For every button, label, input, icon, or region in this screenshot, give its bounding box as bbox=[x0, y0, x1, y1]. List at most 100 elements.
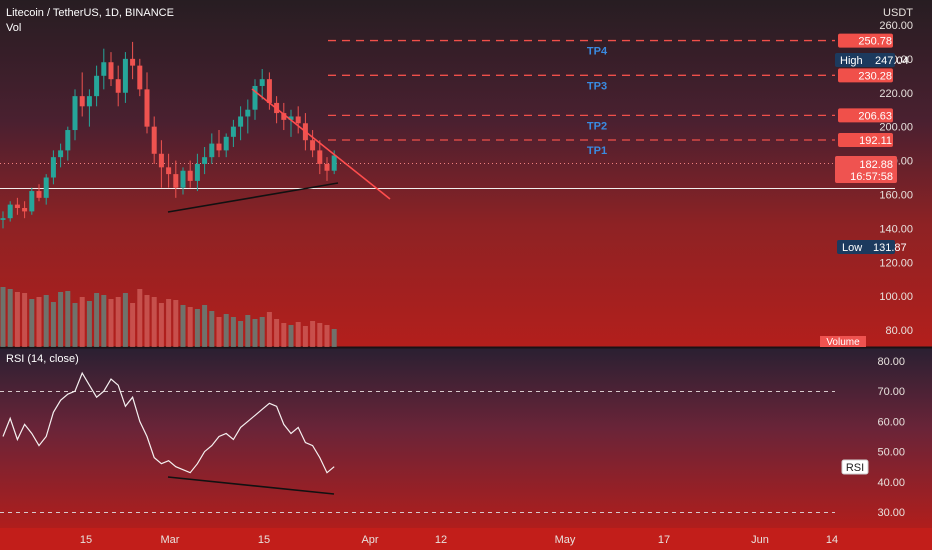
rsi-badge-text: RSI bbox=[846, 462, 864, 474]
time-tick-label: 14 bbox=[826, 534, 838, 546]
candle bbox=[43, 174, 49, 205]
volume-bar bbox=[101, 295, 107, 347]
rsi-badge-box bbox=[841, 459, 869, 475]
volume-bar bbox=[317, 323, 323, 347]
candle-body bbox=[122, 58, 128, 93]
price-tick-label: 80.00 bbox=[885, 325, 913, 337]
price-tick-label: 140.00 bbox=[879, 223, 913, 235]
candle-body bbox=[216, 143, 222, 151]
price-axis: 260.00240.00220.00200.00180.00160.00140.… bbox=[879, 20, 913, 337]
candle bbox=[108, 52, 114, 86]
candle bbox=[29, 187, 35, 215]
target-label: TP3 bbox=[587, 80, 607, 92]
time-tick-label: May bbox=[555, 534, 576, 546]
volume-bar bbox=[331, 329, 337, 347]
candle bbox=[122, 52, 128, 103]
target-price-label: 206.63 bbox=[858, 110, 892, 122]
rsi-tick-label: 60.00 bbox=[877, 416, 905, 428]
candle-body bbox=[36, 191, 42, 198]
candle-body bbox=[72, 96, 78, 131]
rsi-line bbox=[2, 371, 335, 474]
candle bbox=[50, 150, 56, 185]
candle-body bbox=[295, 116, 301, 124]
candle-body bbox=[108, 62, 114, 80]
target-price-box bbox=[838, 68, 893, 83]
candle bbox=[252, 79, 258, 120]
rsi-tick-label: 40.00 bbox=[877, 477, 905, 489]
volume-bar bbox=[281, 323, 287, 347]
high-badge-value: 247.04 bbox=[875, 55, 909, 67]
candle bbox=[94, 65, 100, 107]
rsi-axis: 80.00 70.00 60.00 50.00 40.00 30.00 bbox=[877, 356, 905, 519]
volume-bar bbox=[245, 315, 251, 347]
volume-bar bbox=[58, 292, 64, 347]
candle-body bbox=[65, 130, 71, 151]
volume-bar bbox=[94, 293, 100, 347]
high-badge-box bbox=[835, 53, 895, 67]
candle bbox=[281, 102, 287, 131]
volume-bar bbox=[310, 321, 316, 347]
target-label: TP4 bbox=[587, 46, 608, 58]
rsi-tick-label: 80.00 bbox=[877, 356, 905, 368]
candle bbox=[115, 65, 121, 107]
low-badge-label: Low bbox=[842, 242, 862, 254]
time-tick-label: Mar bbox=[161, 534, 180, 546]
volume-bar bbox=[173, 300, 179, 347]
volume-bar bbox=[137, 289, 143, 347]
candle bbox=[288, 109, 294, 137]
volume-bar bbox=[266, 312, 272, 347]
volume-bar bbox=[274, 319, 280, 347]
candle bbox=[79, 72, 85, 117]
rsi-tick-label: 70.00 bbox=[877, 386, 905, 398]
candle-body bbox=[331, 155, 337, 171]
volume-bar bbox=[202, 305, 208, 347]
time-tick-label: Jun bbox=[751, 534, 769, 546]
candle bbox=[65, 126, 71, 161]
volume-bar bbox=[238, 321, 244, 347]
candle bbox=[7, 201, 13, 222]
candle bbox=[14, 197, 20, 215]
high-badge-label: High bbox=[840, 55, 863, 67]
volume-bar bbox=[151, 297, 157, 347]
volume-bar bbox=[252, 319, 258, 347]
target-price-label: 192.11 bbox=[859, 135, 892, 147]
target-price-box bbox=[838, 33, 893, 48]
volume-badge-text: Volume bbox=[826, 337, 860, 348]
rsi-tick-label: 30.00 bbox=[877, 507, 905, 519]
high-badge: High 247.04 bbox=[835, 53, 909, 67]
price-support-trendline bbox=[167, 182, 339, 213]
volume-bar bbox=[216, 317, 222, 347]
volume-bar bbox=[122, 293, 128, 347]
volume-bar bbox=[0, 287, 6, 347]
price-tick-label: 120.00 bbox=[879, 257, 913, 269]
price-pane-background bbox=[0, 0, 932, 347]
volume-bar bbox=[130, 303, 136, 347]
candle bbox=[202, 146, 208, 175]
volume-bar bbox=[14, 292, 20, 347]
volume-bar bbox=[223, 314, 229, 347]
volume-indicator-title: Vol bbox=[6, 22, 21, 34]
candle-body bbox=[223, 136, 229, 151]
candle-body bbox=[173, 174, 179, 188]
volume-bar bbox=[302, 326, 308, 347]
candle bbox=[0, 211, 6, 229]
low-badge-value: 131.87 bbox=[873, 242, 907, 254]
target-price-box bbox=[838, 108, 893, 123]
candle bbox=[22, 201, 28, 219]
candle-body bbox=[317, 150, 323, 164]
candle bbox=[187, 160, 193, 188]
resistance-trendline bbox=[251, 88, 391, 200]
candle-body bbox=[166, 167, 172, 175]
candle-body bbox=[86, 96, 92, 107]
candle-body bbox=[158, 153, 164, 168]
candle bbox=[209, 133, 215, 164]
candle bbox=[158, 140, 164, 188]
candle-body bbox=[180, 170, 186, 188]
candle bbox=[151, 116, 157, 164]
volume-badge: Volume bbox=[820, 336, 866, 348]
candle-body bbox=[22, 208, 28, 212]
candle bbox=[137, 58, 143, 97]
candle-body bbox=[252, 85, 258, 110]
target-price-box bbox=[838, 133, 893, 148]
